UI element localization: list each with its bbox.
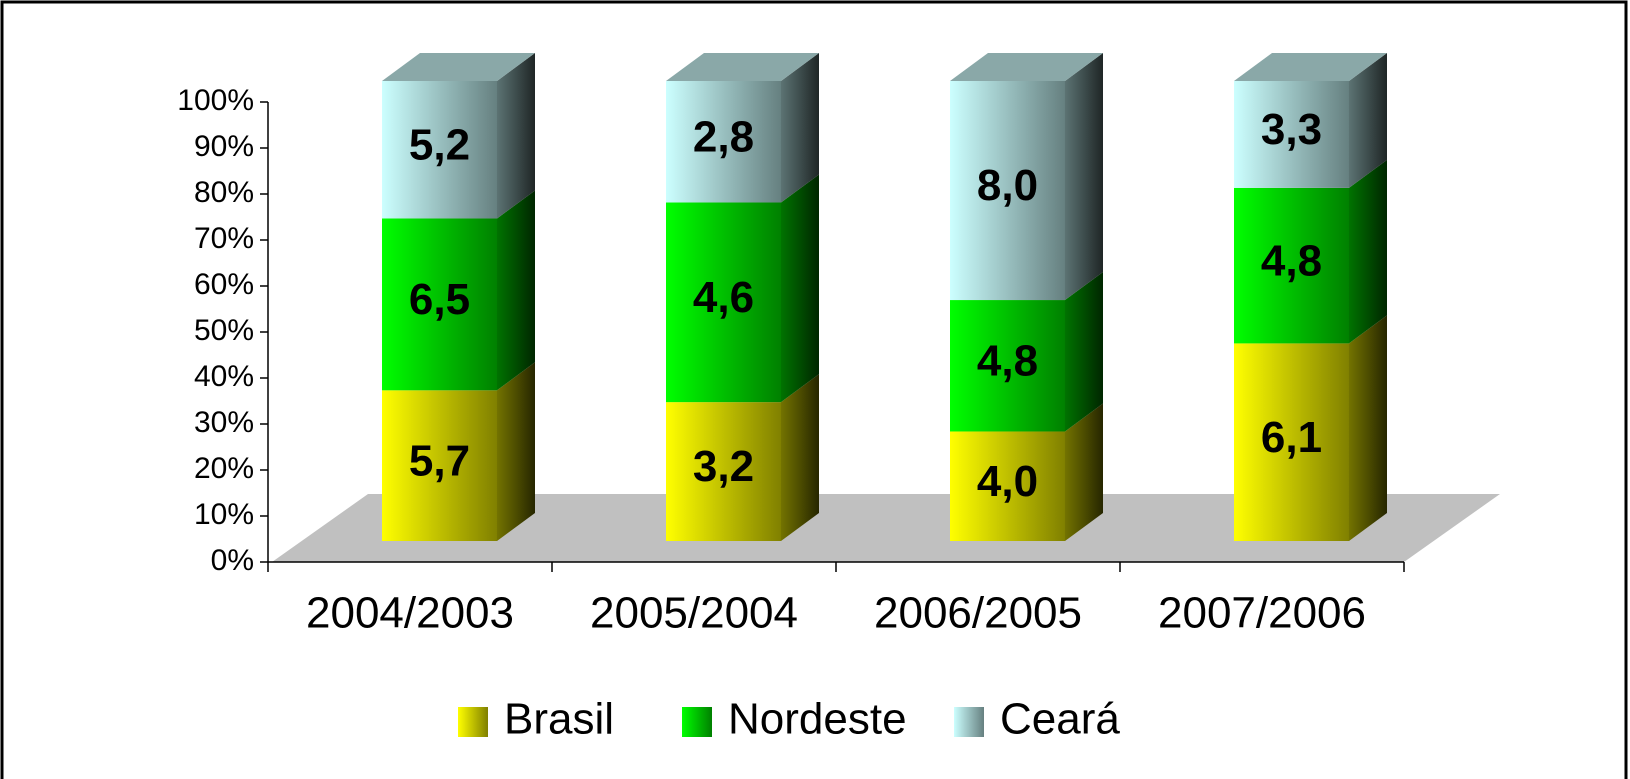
- data-label: 4,8: [1261, 236, 1322, 285]
- data-label: 3,2: [693, 442, 754, 491]
- bar-side: [781, 374, 819, 541]
- y-tick-label: 60%: [194, 268, 254, 301]
- data-label: 4,6: [693, 273, 754, 322]
- legend-label: Nordeste: [728, 695, 907, 744]
- floor: [272, 494, 1500, 562]
- bar-side: [1349, 315, 1387, 541]
- bar-side: [497, 190, 535, 391]
- y-tick-label: 70%: [194, 222, 254, 255]
- legend-swatch: [954, 707, 984, 737]
- data-label: 4,8: [977, 336, 1038, 385]
- data-label: 5,7: [409, 436, 470, 485]
- bar: [382, 81, 497, 219]
- bar: [950, 81, 1065, 301]
- bar: [1234, 81, 1349, 188]
- bar-side: [1349, 159, 1387, 344]
- data-label: 6,1: [1261, 413, 1322, 462]
- data-label: 5,2: [409, 120, 470, 169]
- bar-top: [1234, 53, 1387, 81]
- bar-top: [950, 53, 1103, 81]
- y-tick-label: 10%: [194, 498, 254, 531]
- bar-side: [1349, 53, 1387, 188]
- bar: [382, 390, 497, 541]
- y-tick-label: 100%: [177, 84, 254, 117]
- data-label: 6,5: [409, 275, 470, 324]
- bar: [666, 202, 781, 403]
- data-label: 3,3: [1261, 105, 1322, 154]
- bar: [950, 431, 1065, 541]
- bar-top: [382, 53, 535, 81]
- bar: [666, 81, 781, 203]
- legend-swatch: [458, 707, 488, 737]
- bar: [666, 402, 781, 541]
- bar-side: [1065, 272, 1103, 432]
- bar-side: [1065, 403, 1103, 541]
- y-tick-label: 0%: [211, 544, 254, 577]
- legend-swatch: [682, 707, 712, 737]
- legend-label: Ceará: [1000, 695, 1120, 744]
- y-tick-label: 40%: [194, 360, 254, 393]
- bar: [950, 300, 1065, 432]
- bar-side: [497, 53, 535, 219]
- data-label: 4,0: [977, 457, 1038, 506]
- data-label: 8,0: [977, 161, 1038, 210]
- y-tick-label: 80%: [194, 176, 254, 209]
- y-tick-label: 30%: [194, 406, 254, 439]
- bar-top: [666, 53, 819, 81]
- bar: [1234, 187, 1349, 344]
- bar: [382, 218, 497, 391]
- bar-side: [1065, 53, 1103, 301]
- x-tick-label: 2005/2004: [590, 589, 798, 638]
- y-tick-label: 20%: [194, 452, 254, 485]
- bar-side: [781, 174, 819, 403]
- bar-side: [781, 53, 819, 203]
- y-tick-label: 50%: [194, 314, 254, 347]
- bar: [1234, 343, 1349, 541]
- legend-label: Brasil: [504, 695, 614, 744]
- y-tick-label: 90%: [194, 130, 254, 163]
- data-label: 2,8: [693, 112, 754, 161]
- x-tick-label: 2007/2006: [1158, 589, 1366, 638]
- bar-side: [497, 362, 535, 541]
- x-tick-label: 2006/2005: [874, 589, 1082, 638]
- x-tick-label: 2004/2003: [306, 589, 514, 638]
